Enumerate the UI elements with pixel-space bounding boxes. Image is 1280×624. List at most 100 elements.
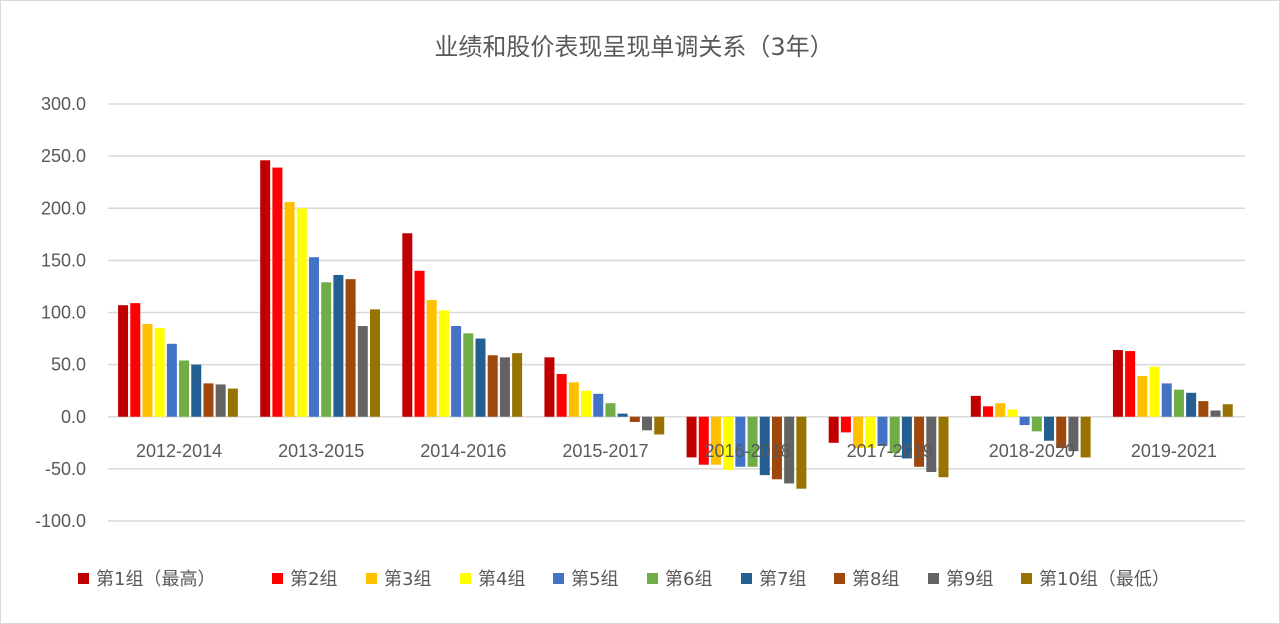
bar [593,393,604,417]
bar [568,382,579,417]
bar [463,333,474,417]
bar [1137,376,1148,417]
bar [369,309,380,417]
bar [1031,416,1042,432]
legend-label: 第6组 [665,569,712,590]
bar [747,416,758,467]
bar [840,416,851,433]
bar [260,160,271,417]
legend-swatch [647,573,658,584]
legend-label: 第5组 [571,569,618,590]
legend-label: 第7组 [759,569,806,590]
bar [1210,410,1221,417]
bar [179,360,190,417]
x-tick-label: 2019-2021 [1131,441,1217,461]
bar [333,274,344,417]
bar [1007,409,1018,417]
bar [1125,351,1136,417]
bar [1080,416,1091,458]
bar [605,403,616,417]
bar [544,357,555,417]
bar [556,374,567,417]
bar [357,326,368,417]
bar [853,416,864,449]
legend-label: 第2组 [290,569,337,590]
bar [771,416,782,480]
bar [499,357,510,417]
bar [865,416,876,449]
x-tick-label: 2017-2019 [847,441,933,461]
bar [710,416,721,465]
y-tick-label: 250.0 [41,146,86,166]
x-tick-label: 2014-2016 [420,441,506,461]
bar [308,257,319,417]
legend-label: 第10组（最低） [1039,569,1170,590]
legend-item: 第10组（最低） [1021,569,1170,590]
y-tick-label: 150.0 [41,250,86,270]
x-tick-label: 2015-2017 [562,441,648,461]
legend-swatch [1021,573,1032,584]
bar [512,353,523,417]
legend-item: 第7组 [741,569,806,590]
legend-item: 第9组 [928,569,993,590]
y-tick-label: 0.0 [61,407,86,427]
chart-title: 业绩和股价表现呈现单调关系（3年） [434,33,833,61]
bar [654,416,665,435]
bar [1186,392,1197,417]
bar [402,233,413,417]
bar [617,413,628,417]
bar [487,355,498,417]
bar [1044,416,1055,441]
bar [723,416,734,470]
bar [1161,383,1172,417]
bar [983,406,994,417]
bar [203,383,214,417]
y-tick-label: 50.0 [51,355,86,375]
bar [438,310,449,417]
legend-item: 第5组 [553,569,618,590]
x-tick-label: 2018-2020 [989,441,1075,461]
legend-item: 第6组 [647,569,712,590]
bar [227,388,238,417]
bar [914,416,925,467]
bar [284,201,295,417]
legend-item: 第4组 [460,569,525,590]
legend-swatch [366,573,377,584]
y-tick-label: 100.0 [41,303,86,323]
bar [475,338,486,417]
legend-label: 第3组 [384,569,431,590]
legend-swatch [928,573,939,584]
bar [130,303,141,417]
bar [889,416,900,454]
bar [166,343,177,417]
bar [1019,416,1030,426]
legend-swatch [460,573,471,584]
y-tick-label: 300.0 [41,94,86,114]
bar [1112,350,1123,417]
bar [828,416,839,443]
legend-item: 第8组 [834,569,899,590]
bar [629,416,640,422]
bar [735,416,746,467]
bar [296,208,307,417]
legend-item: 第3组 [366,569,431,590]
bar [1173,389,1184,417]
legend-label: 第1组（最高） [96,569,215,590]
bar [191,364,202,417]
bar [642,416,653,431]
bar [938,416,949,478]
bar [1222,404,1233,417]
legend-swatch [834,573,845,584]
bar [142,323,153,417]
y-tick-label: -100.0 [35,511,86,531]
bar [995,403,1006,417]
bar [686,416,697,458]
legend-label: 第4组 [478,569,525,590]
legend-swatch [78,573,89,584]
bar [877,416,888,446]
bar [796,416,807,489]
x-tick-label: 2013-2015 [278,441,364,461]
legend-label: 第8组 [852,569,899,590]
bar [118,305,129,417]
